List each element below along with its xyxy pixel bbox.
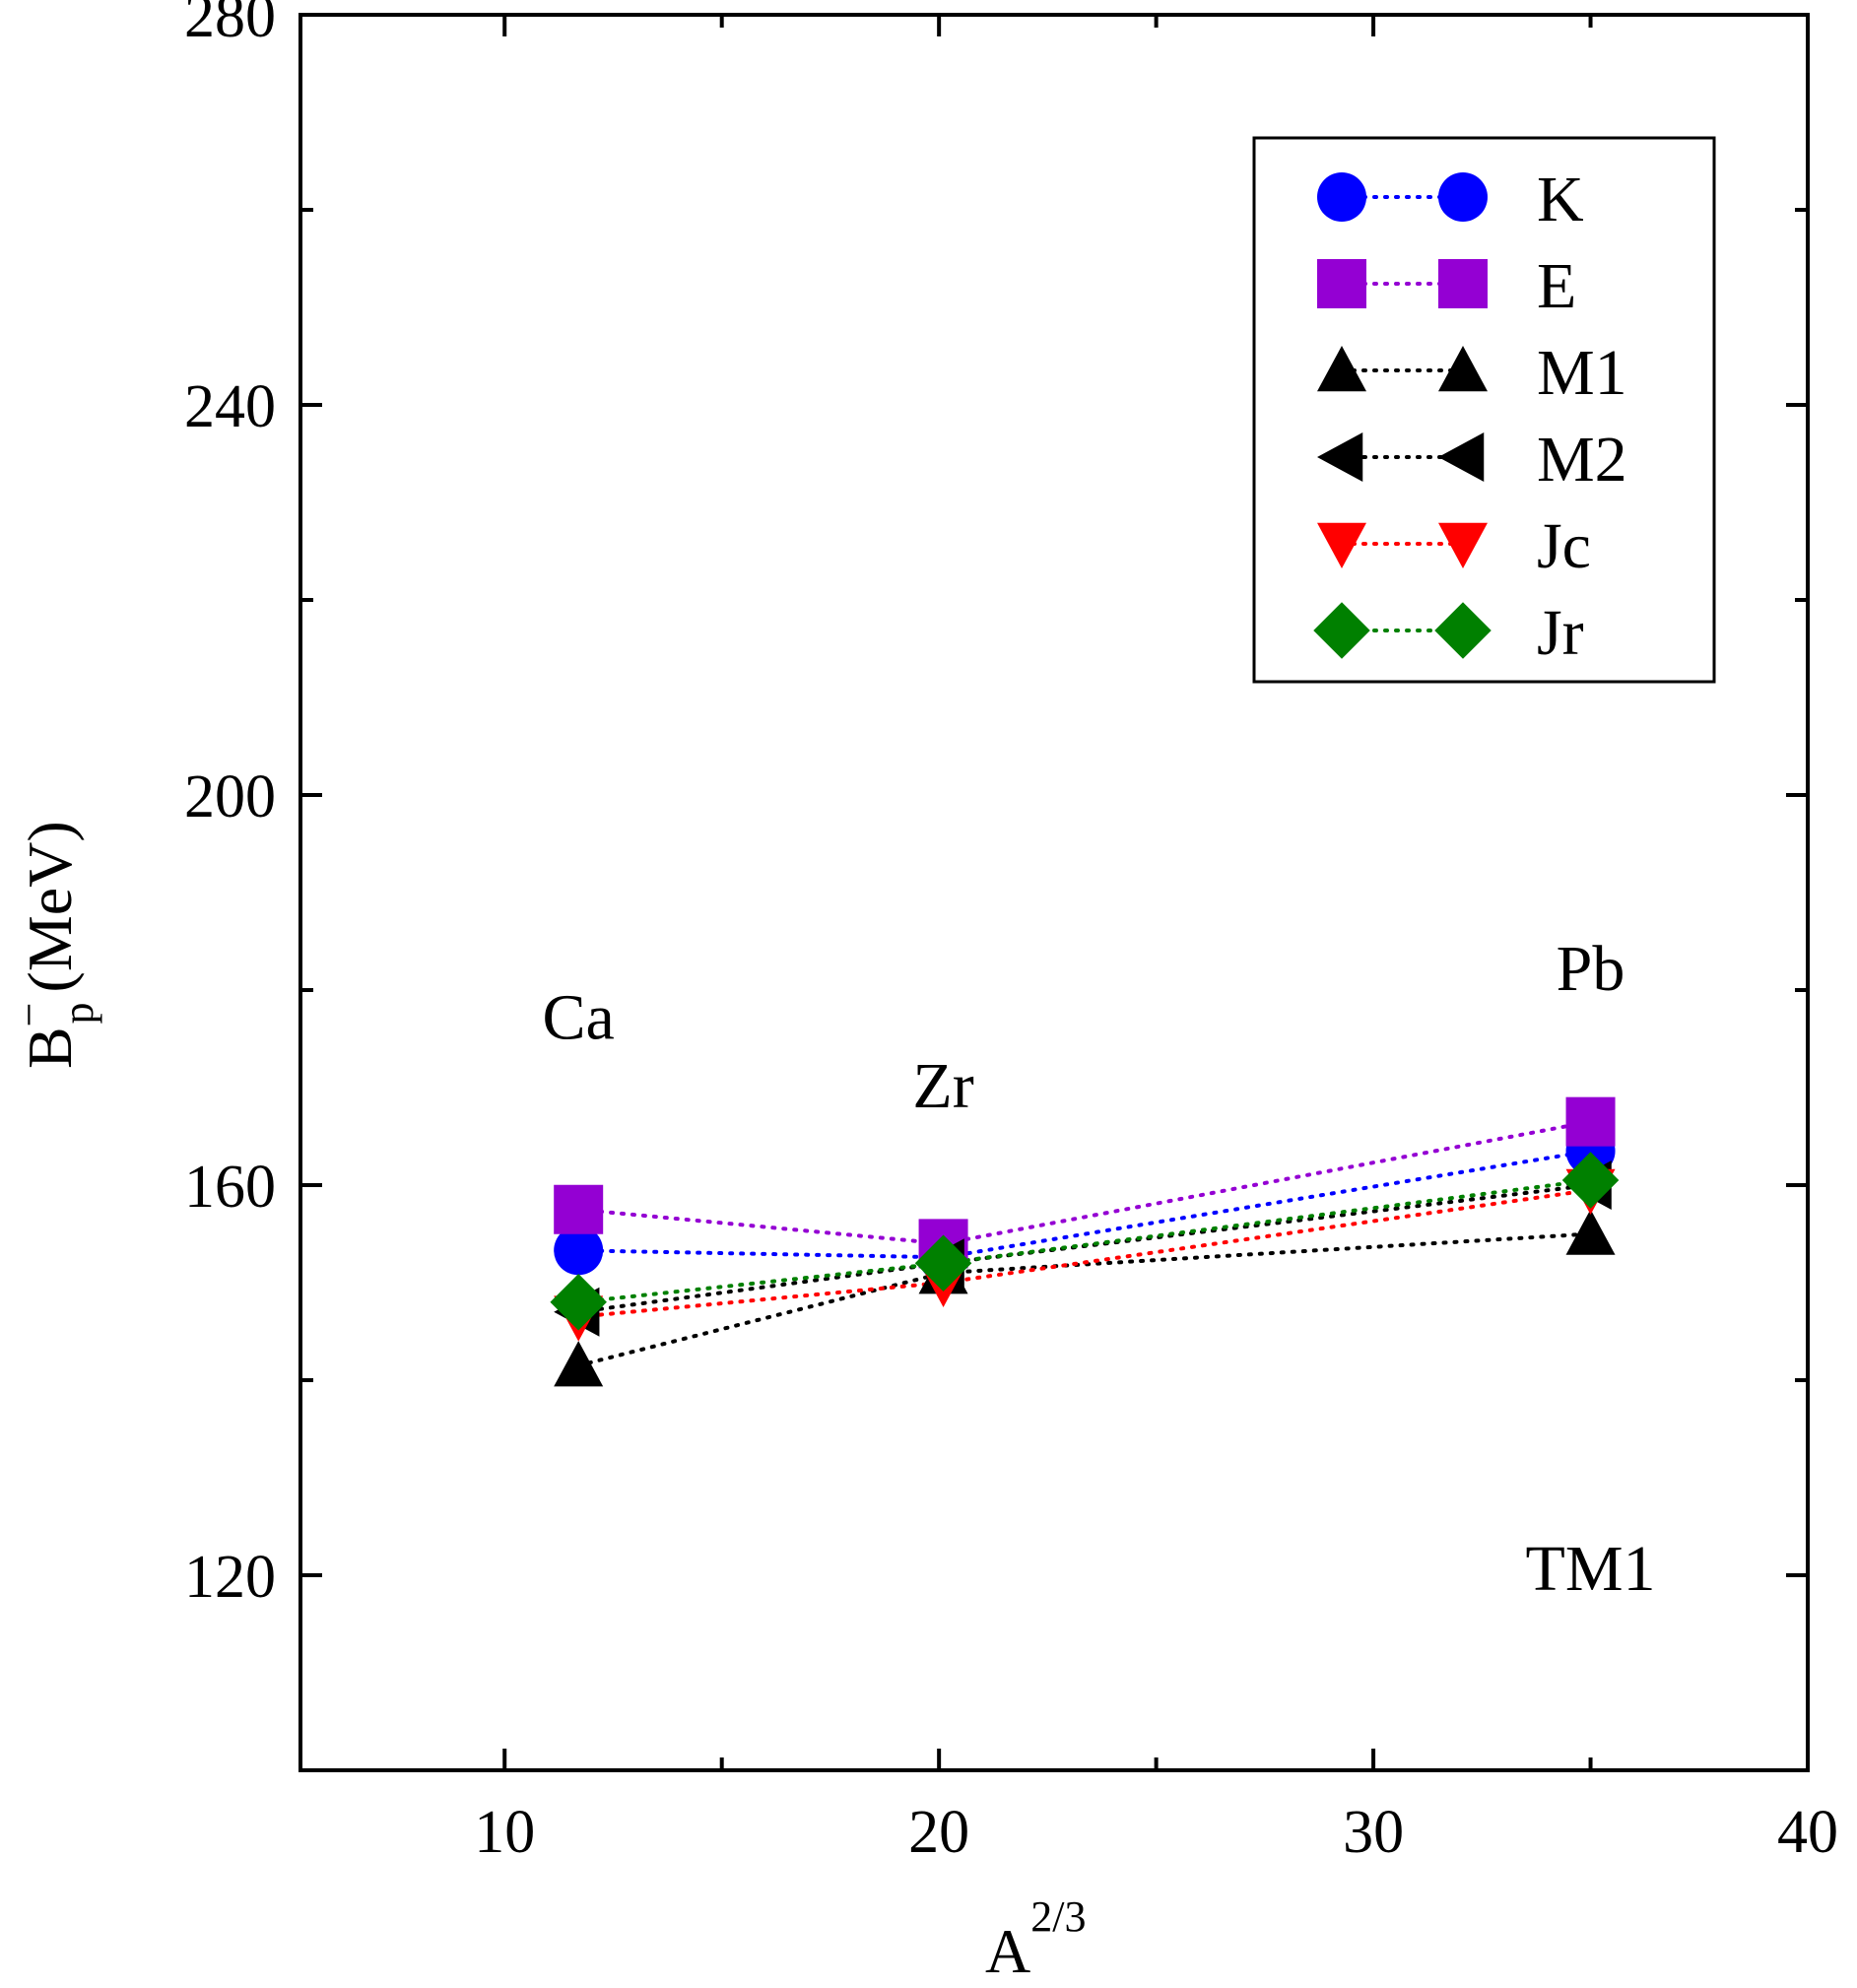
annotation-ca: Ca: [543, 982, 615, 1054]
x-axis-title-base: A: [985, 1916, 1030, 1986]
x-axis-title: A2/3: [985, 1892, 1086, 1986]
legend-label: M1: [1537, 337, 1627, 409]
legend-label: Jc: [1537, 510, 1591, 582]
series-line-m2: [576, 1183, 1593, 1314]
annotation-zr: Zr: [912, 1050, 973, 1122]
data-point-jr: [550, 1274, 607, 1331]
y-axis-title-subscript: p: [54, 1002, 102, 1024]
y-axis-title: B−p (MeV): [5, 821, 102, 1069]
x-tick-label: 30: [1343, 1799, 1404, 1866]
legend: KE M1 M2 Jc Jr: [1252, 136, 1716, 684]
axis-ticks-group: [300, 13, 1810, 1770]
series-line-k: [576, 1149, 1593, 1260]
x-tick-label: 40: [1777, 1799, 1838, 1866]
data-point-jr: [914, 1234, 972, 1292]
y-axis-title-superscript: −: [5, 1002, 53, 1027]
plot-frame: [298, 13, 1810, 1772]
legend-label: K: [1537, 164, 1584, 235]
legend-entry-jc: Jc: [1317, 510, 1591, 582]
y-axis-title-main: B: [15, 1027, 85, 1069]
y-axis-title-unit: (MeV): [15, 821, 85, 992]
legend-marker: [1438, 432, 1485, 482]
legend-box: [1252, 136, 1716, 684]
y-tick-label: 200: [184, 763, 276, 830]
legend-label: M2: [1537, 424, 1627, 496]
annotations-group: Ca Zr Pb TM1: [543, 933, 1656, 1605]
legend-marker: [1317, 432, 1363, 482]
series-line-jr: [576, 1178, 1593, 1304]
legend-items-group: KE M1 M2 Jc Jr: [1313, 164, 1627, 669]
data-point-m1: [1565, 1209, 1616, 1255]
legend-marker: [1317, 346, 1366, 392]
data-point-k: [554, 1226, 604, 1276]
legend-marker: [1438, 172, 1488, 222]
legend-entry-k: K: [1317, 164, 1584, 235]
legend-entry-m2: M2: [1317, 424, 1627, 496]
svg-text:A2/3: A2/3: [985, 1892, 1086, 1986]
legend-marker: [1434, 602, 1492, 659]
series-markers-group: [550, 1096, 1620, 1387]
legend-marker: [1438, 346, 1488, 392]
series-lines-group: [576, 1119, 1593, 1368]
series-line-e: [576, 1119, 1593, 1246]
data-point-m1: [554, 1341, 604, 1387]
y-tick-label: 240: [184, 373, 276, 440]
y-tick-label: 160: [184, 1154, 276, 1221]
data-point-e: [1565, 1096, 1616, 1147]
legend-label: Jr: [1537, 597, 1584, 669]
x-tick-label: 10: [474, 1799, 535, 1866]
legend-label: E: [1537, 250, 1576, 322]
legend-entry-m1: M1: [1317, 337, 1627, 409]
legend-marker: [1313, 602, 1370, 659]
legend-marker: [1438, 259, 1488, 308]
data-point-e: [554, 1184, 604, 1234]
legend-marker: [1438, 522, 1488, 568]
tick-labels-group: 10 20 30 40 120 160 200 240 280: [184, 0, 1838, 1866]
legend-marker: [1317, 172, 1366, 222]
legend-entry-jr: Jr: [1313, 597, 1584, 669]
x-tick-label: 20: [908, 1799, 969, 1866]
y-tick-label: 120: [184, 1544, 276, 1611]
data-point-jr: [1561, 1152, 1620, 1209]
legend-marker: [1317, 259, 1366, 308]
legend-marker: [1317, 522, 1366, 568]
annotation-pb: Pb: [1557, 933, 1625, 1005]
series-line-jc: [576, 1187, 1593, 1319]
y-tick-label: 280: [184, 0, 276, 50]
legend-entry-e: E: [1317, 250, 1576, 322]
svg-text:B−p(MeV): B−p (MeV): [5, 821, 102, 1069]
x-axis-title-superscript: 2/3: [1030, 1892, 1086, 1941]
annotation-tm1: TM1: [1526, 1533, 1656, 1605]
